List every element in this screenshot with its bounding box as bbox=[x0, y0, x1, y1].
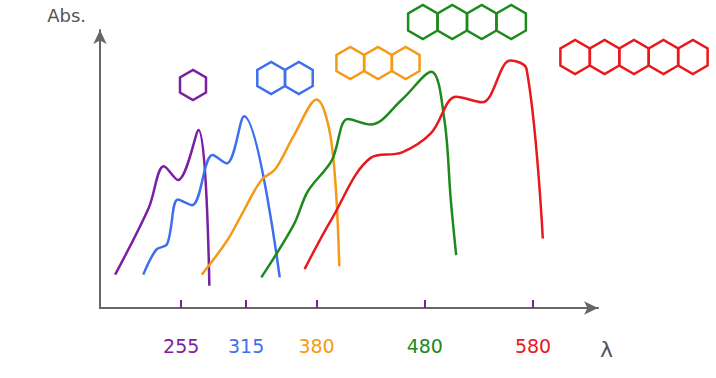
svg-text:λ: λ bbox=[600, 337, 613, 362]
svg-text:380: 380 bbox=[298, 335, 334, 357]
svg-text:480: 480 bbox=[407, 335, 443, 357]
svg-text:315: 315 bbox=[228, 335, 264, 357]
svg-text:255: 255 bbox=[163, 335, 199, 357]
svg-text:Abs.: Abs. bbox=[47, 5, 86, 26]
svg-text:580: 580 bbox=[515, 335, 551, 357]
